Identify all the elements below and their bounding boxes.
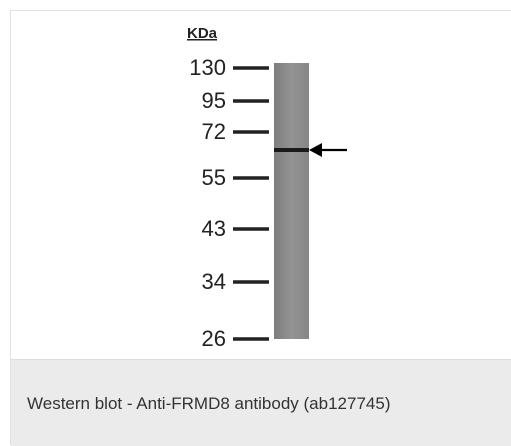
marker-55: 55 xyxy=(202,165,269,190)
marker-label: 26 xyxy=(202,326,226,351)
marker-label: 95 xyxy=(202,88,226,113)
marker-label: 55 xyxy=(202,165,226,190)
caption-bar: Western blot - Anti-FRMD8 antibody (ab12… xyxy=(11,359,511,446)
gel-lane xyxy=(274,63,309,339)
marker-130: 130 xyxy=(189,55,269,80)
marker-72: 72 xyxy=(202,119,269,144)
western-blot-figure: KDa 130 95 72 xyxy=(11,11,511,359)
figure-caption: Western blot - Anti-FRMD8 antibody (ab12… xyxy=(27,394,391,413)
marker-label: 130 xyxy=(189,55,226,80)
marker-34: 34 xyxy=(202,269,269,294)
marker-label: 43 xyxy=(202,216,226,241)
kda-label: KDa xyxy=(187,25,218,42)
marker-label: 72 xyxy=(202,119,226,144)
protein-band xyxy=(274,148,309,152)
marker-label: 34 xyxy=(202,269,226,294)
arrow-left-icon xyxy=(309,143,347,157)
marker-26: 26 xyxy=(202,326,269,351)
blot-image: KDa 130 95 72 xyxy=(187,25,347,351)
figure-card: KDa 130 95 72 xyxy=(10,10,511,446)
marker-95: 95 xyxy=(202,88,269,113)
marker-43: 43 xyxy=(202,216,269,241)
